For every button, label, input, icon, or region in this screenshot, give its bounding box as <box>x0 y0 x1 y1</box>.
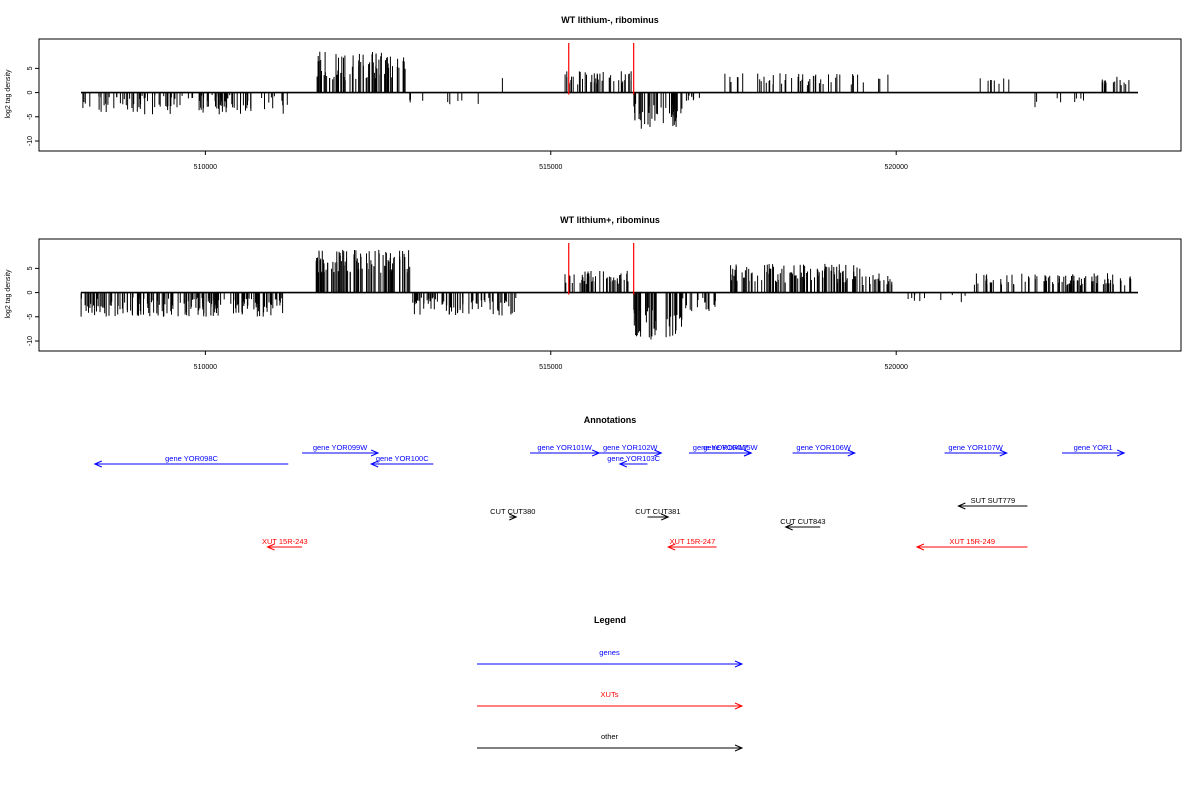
gene-arrowhead <box>369 460 379 468</box>
gene-arrowhead <box>618 460 628 468</box>
xut-arrowhead <box>915 543 925 551</box>
xut-arrowhead <box>266 543 275 551</box>
legend-arrowhead <box>734 660 744 668</box>
legend-arrowhead <box>734 744 744 752</box>
bars-group <box>81 51 1138 129</box>
y-axis-label: log2 tag density <box>5 269 12 319</box>
axes-group: -10 -5 0 5 510000 515000 520000 <box>27 66 908 171</box>
x-tick-label: 520000 <box>885 164 908 171</box>
legend-label: XUTs <box>601 690 619 699</box>
gene-label: gene YOR100C <box>376 454 429 463</box>
gene-label: gene YOR104W <box>693 443 748 452</box>
x-tick-label: 515000 <box>539 164 562 171</box>
gene-arrowhead <box>654 449 663 457</box>
gene-label: gene YOR102W <box>603 443 658 452</box>
plot-frame <box>38 238 1182 352</box>
other-feature-label: CUT CUT843 <box>780 517 825 526</box>
y-tick-label: -10 <box>27 336 34 346</box>
track-title: WT lithium-, ribominus <box>561 15 659 25</box>
legend-label: genes <box>599 648 620 657</box>
xut-label: XUT 15R-243 <box>262 537 308 546</box>
gene-arrowhead <box>93 460 103 468</box>
legend-panel: Legend genes XUTs other <box>477 615 744 752</box>
markers-group <box>568 43 635 95</box>
x-tick-label: 510000 <box>194 364 217 371</box>
gene-label: gene YOR099W <box>313 443 368 452</box>
xut-label: XUT 15R-249 <box>949 537 995 546</box>
y-axis-label: log2 tag density <box>5 69 12 119</box>
y-tick-label: -5 <box>27 314 34 320</box>
xut-arrowhead <box>666 543 676 551</box>
legend-title: Legend <box>594 615 626 625</box>
gene-arrowhead <box>999 449 1009 457</box>
track-lithium-plus: WT lithium+, ribominus log2 tag density … <box>5 215 1182 371</box>
legend-arrowhead <box>734 702 744 710</box>
gene-arrowhead <box>743 449 753 457</box>
track-lithium-minus: WT lithium-, ribominus log2 tag density … <box>5 15 1182 171</box>
other-feature-arrowhead <box>509 513 518 521</box>
other-feature-arrowhead <box>957 502 966 510</box>
x-tick-label: 515000 <box>539 364 562 371</box>
gene-label: gene YOR1 <box>1074 443 1113 452</box>
gene-arrowhead <box>370 449 380 457</box>
y-tick-label: 0 <box>27 291 34 295</box>
other-feature-label: CUT CUT380 <box>490 507 535 516</box>
track-title: WT lithium+, ribominus <box>560 215 660 225</box>
gene-label: gene YOR106W <box>796 443 851 452</box>
y-tick-label: 5 <box>27 66 34 70</box>
other-feature-arrowhead <box>784 523 793 531</box>
plot-frame <box>38 38 1182 152</box>
y-tick-label: 0 <box>27 91 34 95</box>
y-tick-label: -10 <box>27 136 34 146</box>
other-feature-label: CUT CUT381 <box>635 507 680 516</box>
markers-group <box>568 243 635 295</box>
bars-group <box>80 249 1138 340</box>
legend-items: genes XUTs other <box>477 648 744 752</box>
gene-arrowhead <box>847 449 857 457</box>
other-feature-arrowhead <box>661 513 670 521</box>
gene-label: gene YOR107W <box>948 443 1003 452</box>
annotations-title: Annotations <box>584 415 637 425</box>
y-tick-label: 5 <box>27 266 34 270</box>
legend-label: other <box>601 732 619 741</box>
y-tick-label: -5 <box>27 114 34 120</box>
gene-label: gene YOR101W <box>537 443 592 452</box>
x-tick-label: 510000 <box>194 164 217 171</box>
annotation-features: gene YOR098C gene YOR099W gene YOR100C gene… <box>93 443 1126 551</box>
gene-label: gene YOR103C <box>607 454 660 463</box>
gene-label: gene YOR098C <box>165 454 218 463</box>
x-tick-label: 520000 <box>885 364 908 371</box>
gene-arrowhead <box>1116 449 1126 457</box>
xut-label: XUT 15R-247 <box>670 537 716 546</box>
gene-label: gene YOR105W <box>703 443 758 452</box>
other-feature-label: SUT SUT779 <box>971 496 1015 505</box>
axes-group: -10 -5 0 5 510000 515000 520000 <box>27 266 908 371</box>
